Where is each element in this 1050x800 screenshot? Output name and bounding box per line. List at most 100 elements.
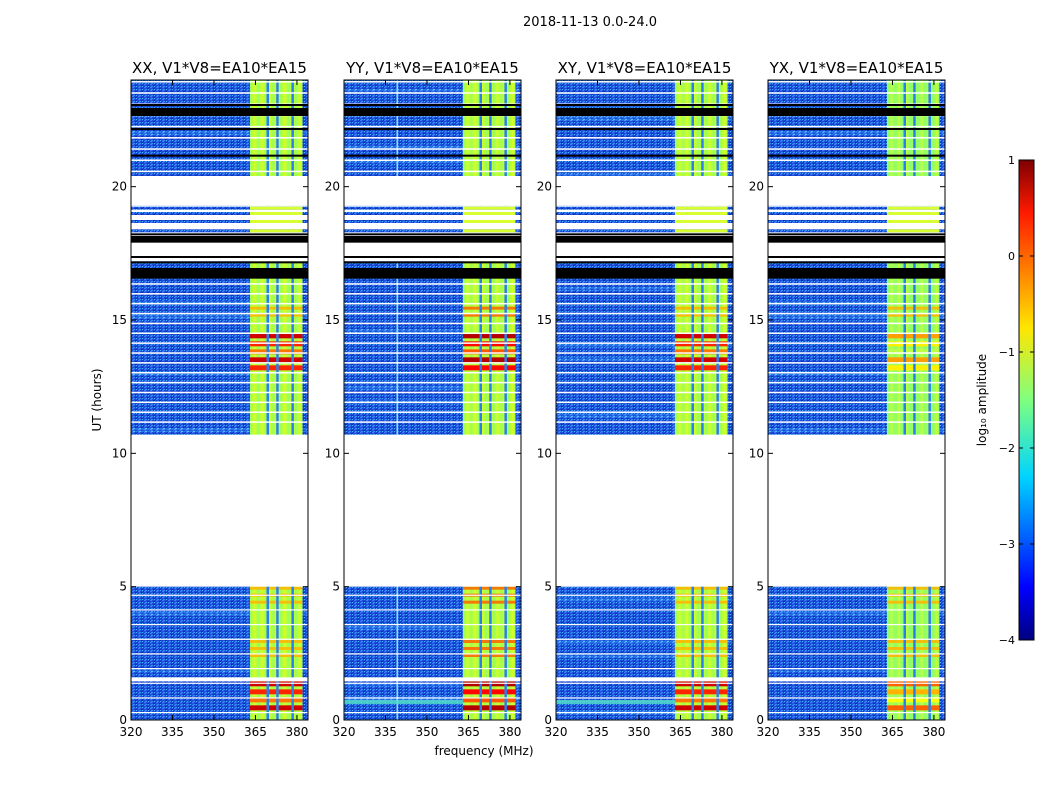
flag-line [768, 609, 945, 611]
rfi-channel [898, 80, 901, 720]
channel-gap [716, 80, 719, 720]
flag-line [556, 624, 733, 626]
flag-line [131, 92, 308, 94]
noise-streak [556, 357, 733, 362]
data-strip [768, 206, 945, 210]
flag-line [344, 92, 521, 94]
colorbar-tick-label: −3 [999, 538, 1015, 551]
flag-line [131, 421, 308, 423]
x-tick-label: 335 [798, 725, 821, 739]
flag-line [768, 332, 945, 335]
flagged-band [768, 268, 945, 279]
flag-line [344, 332, 521, 335]
rfi-channel [674, 80, 677, 720]
flag-line [131, 81, 308, 83]
flag-line [556, 92, 733, 94]
flag-line [131, 624, 308, 626]
flag-line [131, 302, 308, 305]
rfi-channel [481, 80, 484, 720]
x-tick-label: 320 [545, 725, 568, 739]
y-tick-label: 15 [537, 313, 552, 327]
flag-line [131, 312, 308, 315]
flag-line [131, 411, 308, 413]
flag-line [344, 159, 521, 161]
data-gap [556, 176, 733, 206]
flagged-line [131, 104, 308, 106]
rfi-channel [920, 80, 923, 720]
channel-gap [928, 80, 931, 720]
flag-line [768, 638, 945, 640]
data-strip [556, 220, 733, 223]
x-tick-label: 365 [669, 725, 692, 739]
flag-line [556, 697, 733, 699]
flag-line [344, 653, 521, 655]
colorbar-tick-label: −1 [999, 346, 1015, 359]
flag-line [556, 638, 733, 640]
data-strip [556, 229, 733, 233]
flagged-line [768, 233, 945, 236]
data-gap [768, 176, 945, 206]
flag-line [344, 421, 521, 423]
flag-line [556, 352, 733, 354]
flagged-line [768, 104, 945, 106]
rfi-channel [294, 80, 297, 720]
flag-line [131, 352, 308, 354]
rfi-channel [689, 80, 692, 720]
y-tick-label: 20 [325, 180, 340, 194]
flag-line [344, 668, 521, 670]
x-tick-label: 350 [416, 725, 439, 739]
panel-image [344, 80, 521, 720]
data-strip [556, 206, 733, 210]
flag-line [768, 668, 945, 670]
flagged-line [768, 256, 945, 258]
flag-line [131, 594, 308, 596]
flag-line [556, 312, 733, 315]
flag-line [344, 293, 521, 295]
rfi-channel [462, 80, 465, 720]
y-axis-label: UT (hours) [90, 368, 104, 431]
flagged-line [344, 236, 521, 238]
data-strip [886, 220, 940, 223]
x-axis-label: frequency (MHz) [434, 744, 533, 758]
flagged-line [556, 233, 733, 236]
flagged-band [768, 237, 945, 243]
data-strip [131, 229, 308, 233]
x-tick-label: 365 [244, 725, 267, 739]
noise-streak [556, 286, 733, 291]
panel-title: YY, V1*V8=EA10*EA15 [345, 59, 519, 77]
panel-yx: YX, V1*V8=EA10*EA15 320 335 350 365 380 0 5 10 15… [749, 59, 946, 739]
data-strip [131, 206, 308, 210]
channel-gap [691, 80, 695, 720]
flag-line [131, 293, 308, 295]
rfi-channel [272, 80, 275, 720]
y-tick-label: 10 [325, 446, 340, 460]
data-strip [674, 229, 728, 233]
rfi-channel [511, 80, 514, 720]
flag-line [344, 401, 521, 404]
y-tick-label: 5 [756, 580, 764, 594]
channel-gap [291, 80, 294, 720]
y-tick-label: 5 [544, 580, 552, 594]
flag-line [556, 332, 733, 335]
rfi-channel [477, 80, 480, 720]
data-strip [886, 212, 940, 215]
flagged-line [768, 128, 945, 130]
flag-line [556, 653, 733, 655]
data-strip [768, 220, 945, 223]
flagged-band [131, 237, 308, 243]
flag-line [768, 170, 945, 173]
x-tick-label: 380 [285, 725, 308, 739]
data-strip [462, 206, 516, 210]
flag-line [131, 638, 308, 640]
flagged-line [556, 236, 733, 238]
flagged-line [131, 154, 308, 157]
flag-line [344, 697, 521, 699]
rfi-channel [257, 80, 260, 720]
flag-line [556, 381, 733, 384]
channel-gap [479, 80, 483, 720]
flag-line [768, 148, 945, 150]
flag-line [344, 283, 521, 285]
data-strip [886, 206, 940, 210]
flag-line [131, 342, 308, 344]
channel-gap [396, 80, 399, 720]
